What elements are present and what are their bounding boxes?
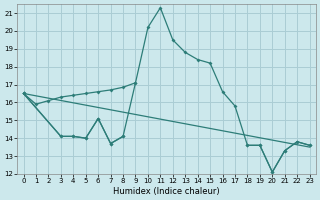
X-axis label: Humidex (Indice chaleur): Humidex (Indice chaleur) <box>113 187 220 196</box>
